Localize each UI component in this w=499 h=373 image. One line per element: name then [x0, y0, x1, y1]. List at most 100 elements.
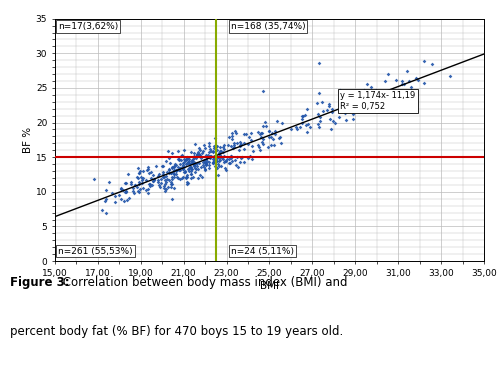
- Point: [136, 186, 144, 192]
- Point: [205, 153, 213, 159]
- Point: [191, 161, 199, 167]
- Point: [258, 130, 266, 136]
- Point: [191, 153, 199, 159]
- Point: [259, 88, 267, 94]
- Point: [244, 141, 252, 147]
- Point: [293, 126, 301, 132]
- Point: [180, 159, 188, 165]
- Point: [179, 166, 187, 172]
- Point: [325, 103, 333, 109]
- Point: [304, 121, 312, 127]
- Text: Correlation between body mass index (BMI) and: Correlation between body mass index (BMI…: [59, 276, 348, 289]
- Point: [165, 176, 173, 182]
- Point: [232, 130, 240, 136]
- Point: [111, 199, 119, 205]
- Point: [149, 172, 157, 178]
- Point: [170, 164, 178, 170]
- Point: [145, 170, 153, 176]
- Point: [315, 60, 323, 66]
- Point: [192, 154, 200, 160]
- Point: [213, 165, 221, 171]
- Point: [170, 172, 178, 178]
- Point: [122, 180, 130, 186]
- Text: Figure 3:: Figure 3:: [10, 276, 69, 289]
- Point: [120, 198, 128, 204]
- Point: [205, 140, 213, 146]
- Point: [376, 92, 384, 98]
- Point: [174, 164, 182, 170]
- Point: [196, 152, 204, 158]
- Point: [187, 171, 195, 177]
- Point: [193, 152, 201, 158]
- Point: [101, 198, 109, 204]
- Point: [162, 179, 170, 185]
- Point: [187, 149, 195, 155]
- Point: [168, 174, 176, 180]
- Point: [209, 148, 217, 154]
- Point: [98, 207, 106, 213]
- Point: [162, 181, 170, 187]
- Point: [190, 150, 198, 156]
- Point: [162, 173, 170, 179]
- Point: [121, 189, 129, 195]
- Point: [213, 147, 221, 153]
- Point: [161, 188, 169, 194]
- Point: [210, 158, 218, 164]
- Point: [190, 155, 198, 161]
- Point: [214, 172, 222, 178]
- Point: [164, 185, 172, 191]
- Point: [325, 101, 333, 107]
- Point: [199, 162, 207, 167]
- Point: [211, 163, 219, 169]
- Point: [181, 147, 189, 153]
- Point: [414, 78, 422, 84]
- Point: [198, 150, 206, 156]
- Point: [186, 164, 194, 170]
- Point: [102, 187, 110, 193]
- Point: [228, 129, 236, 135]
- Point: [123, 197, 131, 203]
- Text: n=168 (35,74%): n=168 (35,74%): [231, 22, 305, 31]
- Point: [210, 145, 218, 151]
- Point: [220, 159, 228, 164]
- Point: [187, 171, 195, 177]
- Point: [328, 106, 336, 112]
- Point: [174, 157, 182, 163]
- Point: [135, 170, 143, 176]
- Point: [191, 166, 199, 172]
- Point: [199, 159, 207, 165]
- Point: [214, 155, 222, 161]
- Point: [229, 145, 237, 151]
- Point: [315, 124, 323, 130]
- Point: [183, 154, 191, 160]
- Point: [367, 84, 375, 90]
- Point: [183, 174, 191, 180]
- Point: [155, 171, 163, 177]
- Point: [169, 169, 177, 175]
- Point: [211, 156, 219, 162]
- Point: [203, 157, 211, 163]
- Point: [371, 91, 379, 97]
- Point: [142, 177, 150, 183]
- Point: [254, 142, 262, 148]
- Point: [227, 160, 235, 166]
- Point: [240, 140, 248, 145]
- Point: [159, 171, 167, 177]
- Point: [392, 78, 400, 84]
- Point: [212, 143, 220, 149]
- Point: [212, 164, 220, 170]
- Point: [184, 166, 192, 172]
- Point: [270, 142, 278, 148]
- Point: [182, 174, 190, 180]
- Point: [195, 151, 203, 157]
- Point: [405, 78, 413, 84]
- Point: [360, 102, 368, 108]
- Point: [190, 159, 198, 164]
- Point: [207, 154, 215, 160]
- Point: [183, 181, 191, 187]
- Point: [165, 167, 173, 173]
- Point: [179, 152, 187, 158]
- Point: [147, 175, 155, 181]
- Point: [218, 155, 226, 161]
- Point: [193, 160, 201, 166]
